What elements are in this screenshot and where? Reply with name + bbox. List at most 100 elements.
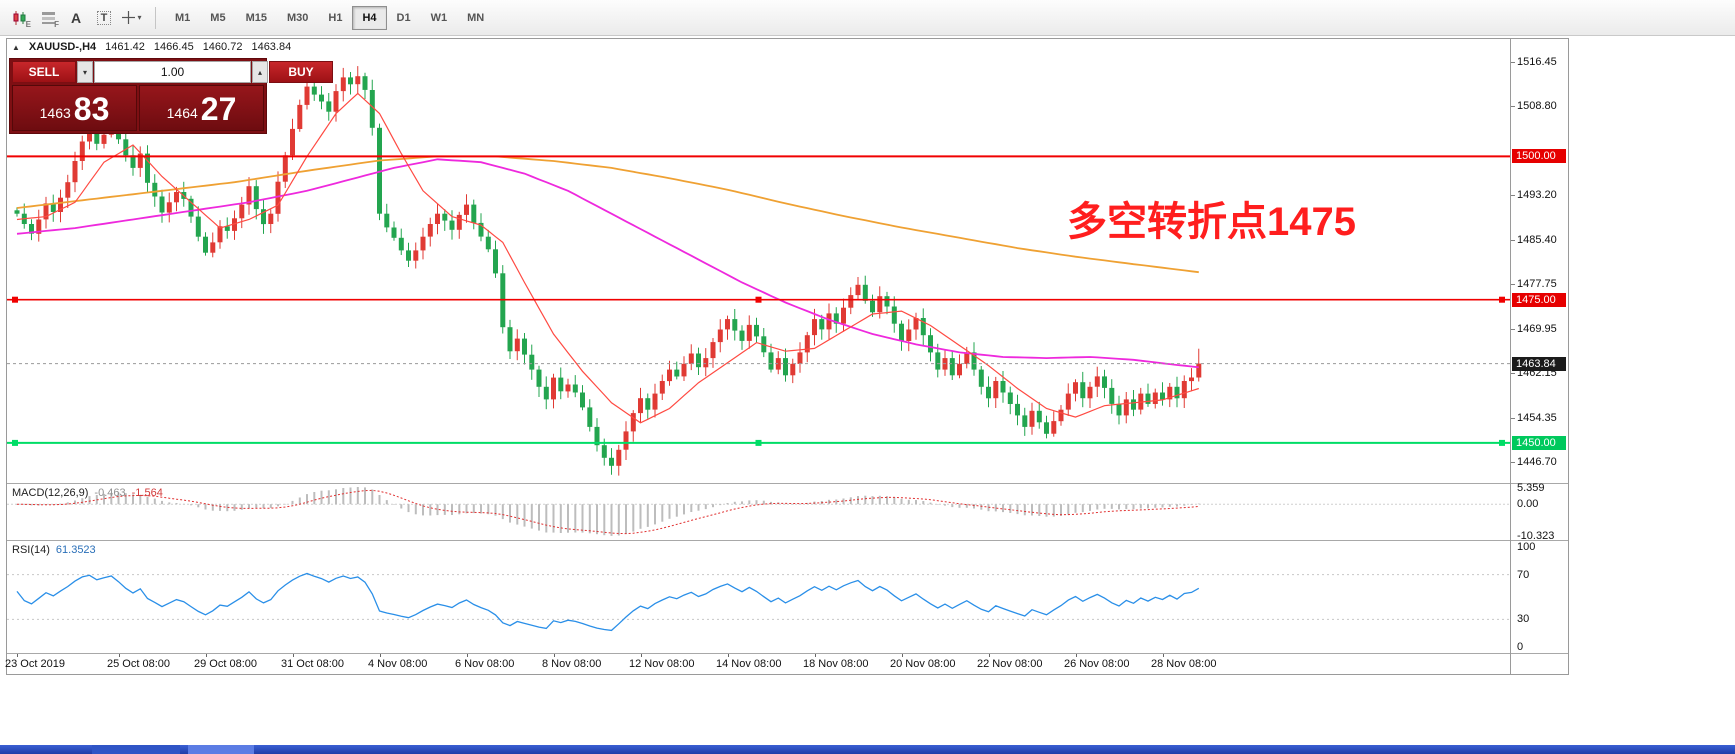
sell-price-minor: 83 — [73, 91, 110, 127]
price-badge: 1500.00 — [1512, 149, 1566, 163]
time-axis-label: 23 Oct 2019 — [5, 658, 65, 670]
timeframe-d1[interactable]: D1 — [387, 6, 421, 30]
time-tick — [641, 654, 642, 657]
timeframe-w1[interactable]: W1 — [421, 6, 458, 30]
plot-column: ▲ XAUUSD-,H4 1461.42 1466.45 1460.72 146… — [5, 39, 1510, 674]
time-axis-label: 8 Nov 08:00 — [542, 658, 602, 670]
panel-separator — [7, 483, 1510, 484]
buy-price-display[interactable]: 1464 27 — [139, 85, 264, 131]
scale-tick: 1477.75 — [1517, 277, 1557, 290]
timeframe-m1[interactable]: M1 — [165, 6, 200, 30]
rsi-label: RSI(14) 61.3523 — [12, 544, 96, 556]
timeframe-m15[interactable]: M15 — [236, 6, 277, 30]
crosshair-glyph — [122, 11, 136, 24]
buy-button[interactable]: BUY — [269, 61, 333, 83]
hline-1475.00[interactable] — [7, 296, 1510, 303]
time-tick — [467, 654, 468, 657]
timeframe-m30[interactable]: M30 — [277, 6, 318, 30]
tick-mark — [1511, 62, 1515, 63]
chart-window: ▲ XAUUSD-,H4 1461.42 1466.45 1460.72 146… — [5, 38, 1569, 675]
price-scale-column[interactable]: 1516.45 1508.80 1493.20 1485.40 1477.75 1469.… — [1510, 39, 1568, 674]
crosshair-tool-icon[interactable]: ▾ — [118, 5, 146, 31]
panel-separator — [1511, 540, 1568, 541]
taskbar[interactable] — [0, 745, 1735, 754]
time-tick — [728, 654, 729, 657]
close-value: 1463.84 — [251, 41, 292, 53]
time-axis[interactable]: 23 Oct 2019 25 Oct 08:00 29 Oct 08:00 31 Oc… — [5, 654, 1510, 674]
timeframe-mn[interactable]: MN — [457, 6, 494, 30]
main-chart-area[interactable]: ▲ XAUUSD-,H4 1461.42 1466.45 1460.72 146… — [7, 39, 1510, 483]
tick-mark — [1511, 284, 1515, 285]
time-tick — [17, 654, 18, 657]
tick-mark — [1511, 195, 1515, 196]
scale-tick: 70 — [1517, 568, 1530, 581]
tick-mark — [1511, 462, 1515, 463]
chevron-down-icon: ▾ — [137, 13, 142, 22]
time-tick — [989, 654, 990, 657]
candlestick-chart-icon[interactable]: E — [6, 5, 34, 31]
panel-separator — [7, 540, 1510, 541]
time-axis-label: 20 Nov 08:00 — [890, 658, 956, 670]
buy-price-minor: 27 — [200, 91, 237, 127]
time-tick — [206, 654, 207, 657]
timeframe-h4[interactable]: H4 — [352, 5, 387, 30]
time-axis-label: 14 Nov 08:00 — [716, 658, 782, 670]
chart-grid-icon[interactable]: F — [34, 5, 62, 31]
candlestick-glyph — [13, 10, 26, 25]
grid-glyph — [41, 11, 55, 24]
text-annotation-icon[interactable]: A — [62, 5, 90, 31]
toolbar-separator — [155, 6, 156, 29]
scale-tick: 1469.95 — [1517, 322, 1557, 335]
tick-mark — [1511, 106, 1515, 107]
timeframe-m5[interactable]: M5 — [200, 6, 235, 30]
one-click-trading-panel: SELL ▾ ▴ BUY 1463 83 1464 27 — [9, 58, 333, 134]
ma-slow-orange — [16, 155, 1199, 274]
collapse-icon[interactable]: ▲ — [12, 42, 20, 52]
time-tick — [293, 654, 294, 657]
volume-increase-button[interactable]: ▴ — [252, 61, 268, 83]
hline-1450.00[interactable] — [7, 439, 1510, 446]
text-label-icon[interactable]: T — [90, 5, 118, 31]
scale-corner — [1511, 654, 1568, 674]
scale-tick: 0 — [1517, 641, 1524, 653]
chart-ohlc-header: ▲ XAUUSD-,H4 1461.42 1466.45 1460.72 146… — [12, 41, 291, 53]
time-axis-label: 12 Nov 08:00 — [629, 658, 695, 670]
scale-tick: 1493.20 — [1517, 189, 1557, 202]
timeframe-h1[interactable]: H1 — [318, 6, 352, 30]
volume-decrease-button[interactable]: ▾ — [77, 61, 93, 83]
scale-tick: -10.323 — [1517, 530, 1555, 543]
time-tick — [902, 654, 903, 657]
price-scale[interactable]: 1516.45 1508.80 1493.20 1485.40 1477.75 1469.… — [1511, 39, 1568, 483]
scale-tick: 1508.80 — [1517, 100, 1557, 113]
tick-mark — [1511, 373, 1515, 374]
macd-signal-line — [16, 489, 1199, 535]
scale-tick: 1516.45 — [1517, 56, 1557, 69]
scale-tick: 30 — [1517, 613, 1530, 626]
icon-badge: E — [25, 19, 31, 29]
macd-svg — [7, 487, 1510, 536]
panel-separator — [1511, 483, 1568, 484]
current-price-badge: 1463.84 — [1512, 357, 1566, 371]
volume-input[interactable] — [94, 61, 251, 83]
taskbar-item[interactable] — [92, 745, 180, 754]
time-tick — [554, 654, 555, 657]
sell-price-display[interactable]: 1463 83 — [12, 85, 137, 131]
macd-histogram — [16, 487, 1200, 536]
price-chart-svg — [7, 66, 1510, 476]
time-axis-label: 6 Nov 08:00 — [455, 658, 515, 670]
sell-button[interactable]: SELL — [12, 61, 76, 83]
buy-price-major: 1464 — [166, 105, 198, 121]
open-value: 1461.42 — [105, 41, 145, 53]
price-badge: 1475.00 — [1512, 293, 1566, 307]
chart-annotation-text[interactable]: 多空转折点1475 — [1067, 200, 1356, 244]
time-axis-label: 18 Nov 08:00 — [803, 658, 869, 670]
candles-layer — [14, 66, 1202, 476]
time-axis-label: 26 Nov 08:00 — [1064, 658, 1130, 670]
panel-separator — [1511, 653, 1568, 654]
timeframe-group: M1 M5 M15 M30 H1 H4 D1 W1 MN — [165, 5, 494, 30]
time-tick — [380, 654, 381, 657]
scale-tick: 1485.40 — [1517, 234, 1557, 247]
taskbar-item-active[interactable] — [188, 745, 254, 754]
letter-t-glyph: T — [96, 10, 112, 25]
sell-price-major: 1463 — [39, 105, 71, 121]
